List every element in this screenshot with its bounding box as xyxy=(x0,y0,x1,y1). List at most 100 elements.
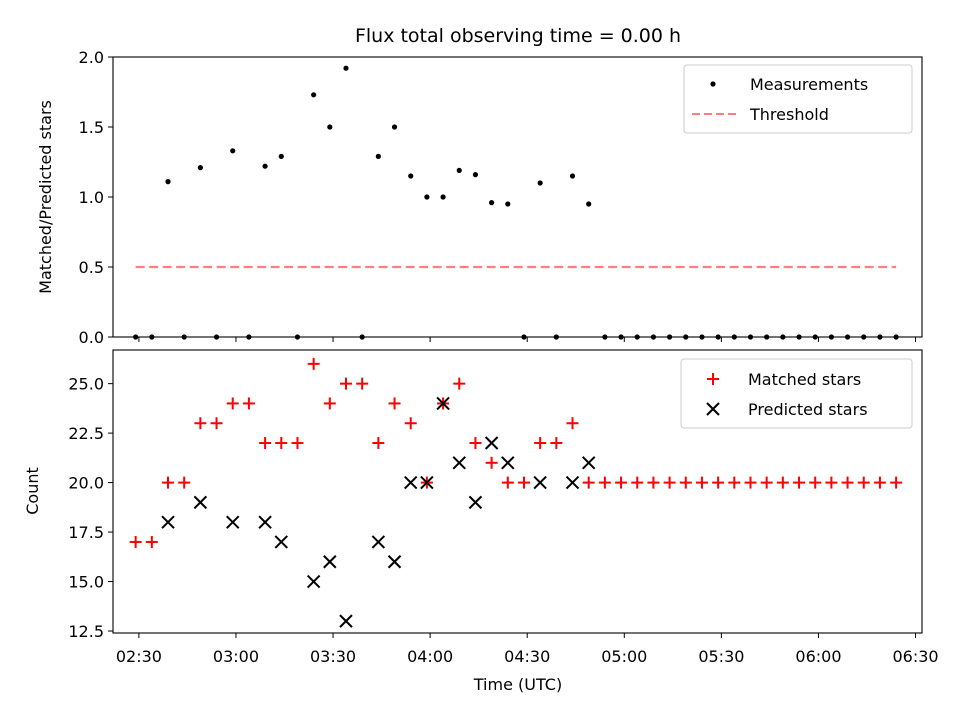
matched-stars-point xyxy=(712,476,725,489)
predicted-stars-point xyxy=(452,456,466,470)
top-y-tick-label: 0.5 xyxy=(79,258,104,277)
bottom-y-axis-label: Count xyxy=(23,467,42,515)
predicted-stars-point xyxy=(258,515,272,529)
matched-stars-point xyxy=(129,535,142,548)
top-y-ticks: 0.0 0.5 1.0 1.5 2.0 xyxy=(79,48,113,347)
matched-stars-point xyxy=(307,357,320,370)
measurement-point xyxy=(165,179,171,185)
x-tick-label: 04:00 xyxy=(407,647,453,666)
top-y-tick-label: 0.0 xyxy=(79,328,104,347)
top-legend: Measurements Threshold xyxy=(683,64,913,134)
legend-matched-marker xyxy=(707,373,719,385)
matched-stars-point xyxy=(776,476,789,489)
legend-predicted-label: Predicted stars xyxy=(748,400,868,419)
measurement-point xyxy=(327,124,333,130)
matched-stars-point xyxy=(210,417,223,430)
bottom-y-tick-label: 22.5 xyxy=(68,424,104,443)
predicted-stars-point xyxy=(226,515,240,529)
measurement-point xyxy=(408,173,414,179)
measurement-point xyxy=(586,201,592,207)
legend-matched-label: Matched stars xyxy=(748,370,861,389)
x-tick-label: 03:30 xyxy=(310,647,356,666)
matched-stars-point xyxy=(323,397,336,410)
bottom-y-tick-label: 15.0 xyxy=(68,573,104,592)
top-y-tick-label: 2.0 xyxy=(79,48,104,67)
matched-stars-point xyxy=(857,476,870,489)
matched-stars-point xyxy=(728,476,741,489)
matched-stars-point xyxy=(744,476,757,489)
legend-measurements-label: Measurements xyxy=(750,75,868,94)
matched-stars-point xyxy=(566,417,579,430)
legend-predicted-marker xyxy=(706,402,720,416)
predicted-stars-point xyxy=(193,495,208,510)
top-legend-box xyxy=(683,64,913,134)
top-panel: 0.00.51.01.52.0 Matched/Predicted stars … xyxy=(36,48,923,347)
measurement-point xyxy=(472,172,479,178)
top-x-ticks xyxy=(138,337,917,342)
legend-threshold-label: Threshold xyxy=(749,105,829,124)
predicted-stars-point xyxy=(436,396,450,411)
matched-stars-point xyxy=(873,476,886,489)
matched-stars-point xyxy=(275,437,288,450)
predicted-stars-point xyxy=(501,456,515,470)
x-tick-label: 06:00 xyxy=(795,647,841,666)
measurement-point xyxy=(343,65,349,71)
matched-stars-point xyxy=(453,377,466,390)
predicted-stars-point xyxy=(565,475,580,490)
matched-stars-point xyxy=(890,476,903,489)
x-tick-label: 04:30 xyxy=(504,647,550,666)
measurement-point xyxy=(230,148,236,154)
matched-stars-point xyxy=(372,437,385,450)
predicted-stars-point xyxy=(161,515,175,529)
top-y-axis-label: Matched/Predicted stars xyxy=(36,100,55,294)
bottom-panel: 12.5 15.0 17.5 20.0 22.5 25.0 02:30 03:00 03:30… xyxy=(23,349,939,694)
measurement-point xyxy=(569,173,576,179)
measurement-point xyxy=(391,124,398,130)
predicted-stars-point xyxy=(404,475,418,490)
predicted-stars-point xyxy=(484,436,499,450)
matched-stars-point xyxy=(631,476,644,489)
matched-stars-point xyxy=(663,476,676,489)
matched-stars-point xyxy=(615,476,628,489)
bottom-y-tick-label: 17.5 xyxy=(68,523,104,542)
matched-stars-point xyxy=(469,437,482,450)
measurement-point xyxy=(456,167,462,173)
matched-stars-point xyxy=(194,417,207,430)
chart-title: Flux total observing time = 0.00 h xyxy=(355,25,681,47)
matched-stars-point xyxy=(485,456,498,469)
matched-stars-point xyxy=(501,476,514,489)
x-tick-label: 06:30 xyxy=(892,647,938,666)
predicted-stars-point xyxy=(581,456,596,470)
matched-stars-point xyxy=(760,476,773,489)
x-axis-label: Time (UTC) xyxy=(473,675,562,694)
matched-stars-point xyxy=(647,476,660,489)
matched-stars-point xyxy=(825,476,838,489)
bottom-y-tick-label: 25.0 xyxy=(68,375,104,394)
matched-stars-point xyxy=(259,437,272,450)
x-tick-label: 05:30 xyxy=(698,647,744,666)
predicted-stars-point xyxy=(420,475,434,490)
matched-stars-point xyxy=(841,476,854,489)
bottom-y-tick-label: 20.0 xyxy=(68,474,104,493)
predicted-stars-point xyxy=(274,535,288,549)
predicted-stars-point xyxy=(339,614,353,628)
matched-stars-point xyxy=(388,397,401,410)
bottom-y-tick-label: 12.5 xyxy=(68,622,104,641)
measurement-point xyxy=(375,153,381,159)
matched-stars-point xyxy=(404,417,417,430)
matched-stars-point xyxy=(145,535,158,548)
matched-stars-point xyxy=(582,476,595,489)
matched-stars-point xyxy=(291,437,304,450)
bottom-legend: Matched stars Predicted stars xyxy=(680,358,913,429)
bottom-legend-box xyxy=(680,358,913,429)
measurement-point xyxy=(440,194,446,200)
predicted-stars-point xyxy=(468,495,483,510)
predicted-stars-point xyxy=(533,475,547,490)
top-y-tick-label: 1.5 xyxy=(79,118,104,137)
matched-stars-point xyxy=(162,476,175,489)
x-tick-label: 02:30 xyxy=(116,647,162,666)
matched-stars-point xyxy=(178,476,191,489)
bottom-plot-frame xyxy=(112,349,923,634)
bottom-y-ticks: 12.5 15.0 17.5 20.0 22.5 25.0 xyxy=(68,375,113,641)
